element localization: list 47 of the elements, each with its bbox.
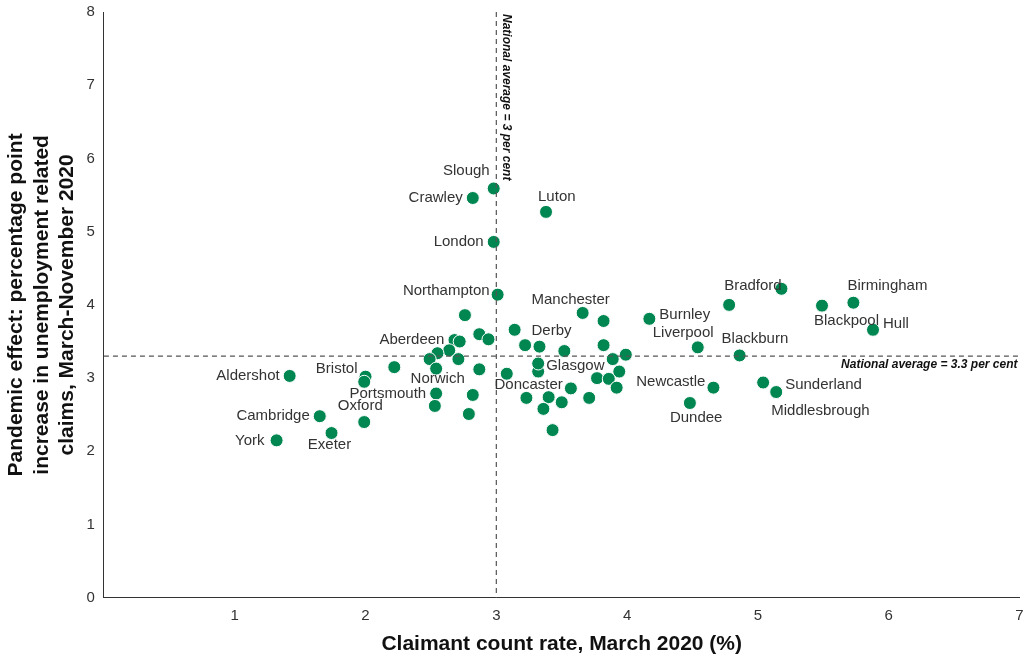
x-tick-label: 4 — [622, 605, 632, 623]
annotation: Glasgow — [546, 355, 605, 373]
x-axis-title: Claimant count rate, March 2020 (%) — [381, 631, 743, 655]
y-tick-label: 8 — [86, 2, 95, 20]
ref-line-label: National average = 3 per cent — [500, 14, 515, 182]
annotation: Norwich — [410, 369, 465, 387]
y-tick-label: 5 — [86, 221, 95, 239]
y-tick-label: 4 — [86, 295, 95, 313]
y-tick-label: 0 — [86, 587, 95, 605]
y-tick-label: 6 — [86, 148, 95, 166]
annotation: Sunderland — [785, 374, 862, 392]
annotation: Northampton — [402, 280, 490, 298]
x-tick-label: 3 — [492, 605, 501, 623]
y-tick-label: 3 — [86, 368, 95, 386]
x-tick-label: 6 — [884, 605, 893, 623]
annotation: Hull — [883, 313, 909, 331]
x-tick-label: 7 — [1015, 605, 1024, 623]
annotation: Dundee — [669, 408, 723, 426]
ref-line-label: National average = 3.3 per cent — [841, 357, 1019, 372]
x-tick-label: 1 — [230, 605, 239, 623]
annotation: Blackburn — [721, 328, 789, 346]
annotation: York — [235, 430, 266, 448]
annotation: Aldershot — [216, 366, 281, 384]
y-tick-label: 1 — [86, 514, 95, 532]
annotation: Exeter — [307, 435, 352, 453]
annotation: Aberdeen — [379, 330, 445, 348]
annotation: Slough — [442, 160, 490, 178]
x-tick-label: 5 — [753, 605, 763, 623]
annotation: Liverpool — [652, 322, 714, 340]
annotation: Bradford — [724, 276, 782, 294]
x-tick-label: 2 — [361, 605, 370, 623]
y-tick-label: 2 — [86, 441, 95, 459]
y-tick-label: 7 — [86, 75, 95, 93]
annotation: Crawley — [408, 188, 464, 206]
annotation: Burnley — [659, 304, 711, 322]
annotation: Manchester — [531, 290, 610, 308]
annotation: Birmingham — [847, 275, 928, 293]
annotation: Blackpool — [814, 310, 880, 328]
annotation: London — [433, 232, 484, 250]
annotation: Cambridge — [236, 406, 310, 424]
annotation: Bristol — [315, 358, 358, 376]
annotation: Newcastle — [636, 371, 706, 389]
annotation: Derby — [531, 320, 572, 338]
annotation: Doncaster — [494, 374, 563, 392]
annotation: Luton — [538, 187, 576, 205]
y-axis-title: Pandemic effect: percentage point increase in unemployment related claims, March-November 2020 — [3, 133, 77, 477]
annotation: Middlesbrough — [771, 401, 870, 419]
